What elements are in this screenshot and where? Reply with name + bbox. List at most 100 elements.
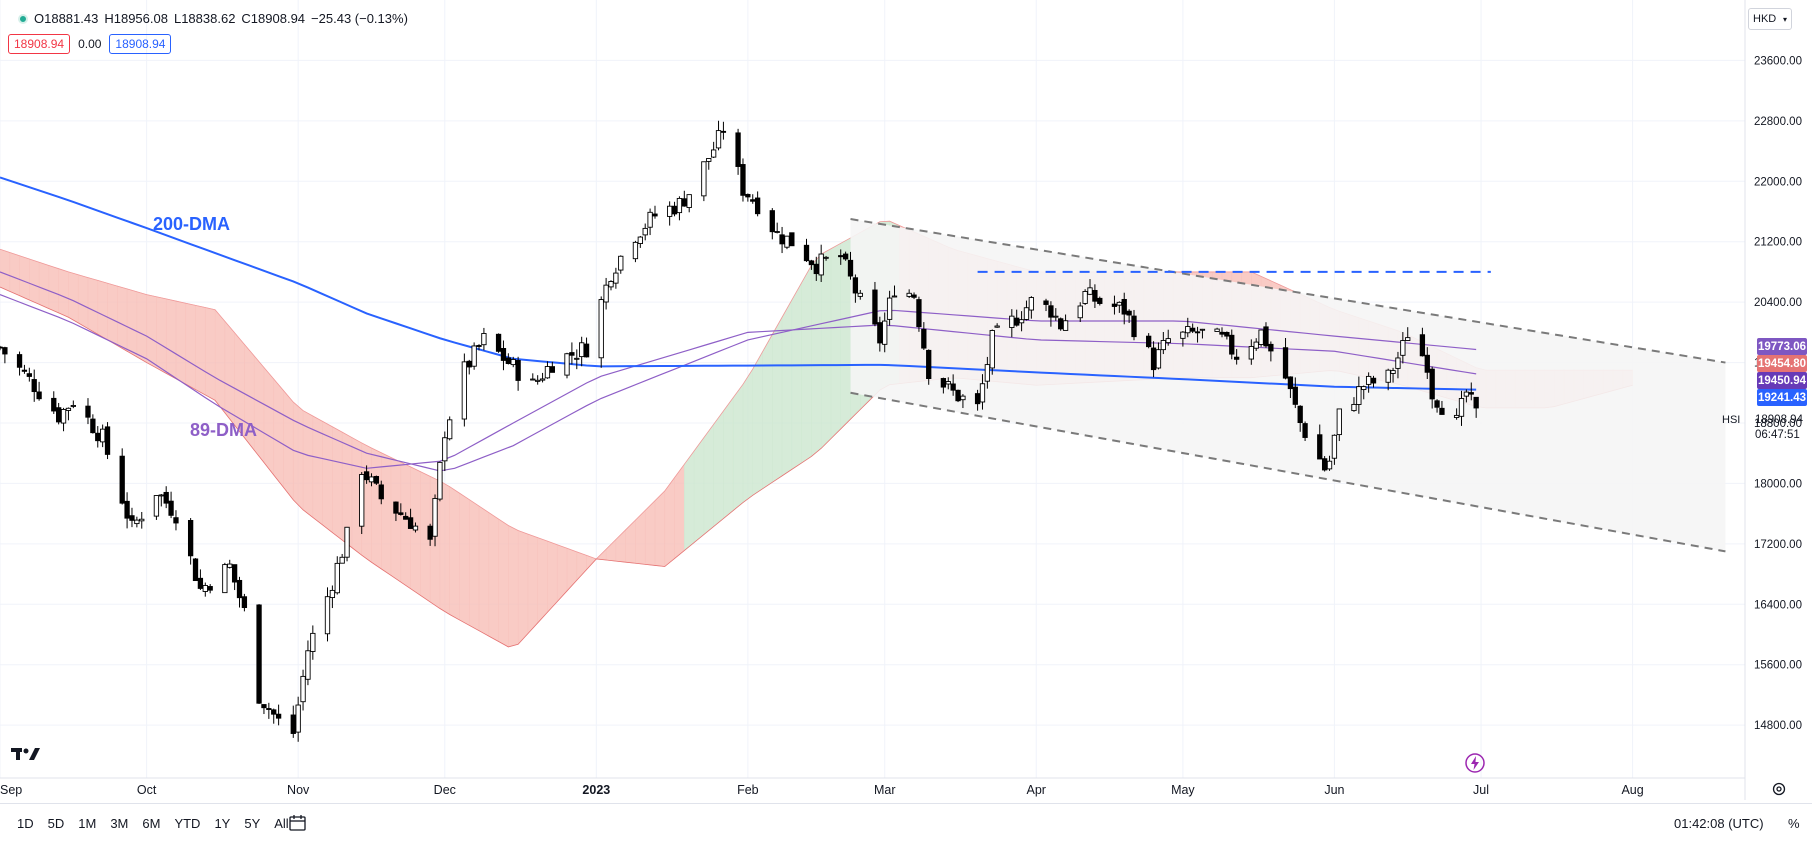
x-tick-label: Jul — [1473, 783, 1489, 797]
candle-body — [774, 231, 780, 233]
candle-body — [1185, 326, 1191, 334]
candle-body — [583, 343, 590, 358]
candle-body — [740, 164, 746, 196]
range-button-3m[interactable]: 3M — [110, 816, 129, 831]
replay-lightning-icon[interactable] — [1464, 752, 1486, 774]
legend-low: L18838.62 — [173, 11, 236, 26]
candle-body — [363, 471, 370, 481]
range-button-1m[interactable]: 1M — [78, 816, 97, 831]
currency-selector[interactable]: HKD ▾ — [1748, 8, 1792, 30]
candle-body — [750, 199, 756, 202]
candle-body — [466, 360, 472, 368]
legend-open: O18881.43 — [34, 11, 99, 26]
percent-scale-toggle[interactable]: % — [1788, 816, 1800, 831]
x-tick-label: 2023 — [582, 783, 610, 797]
candle-body — [197, 577, 204, 589]
y-tick-label: 21200.00 — [1754, 237, 1802, 249]
candle-body — [207, 586, 213, 591]
cloud-segment — [664, 476, 675, 568]
candle-body — [275, 713, 282, 719]
cloud-segment — [644, 499, 656, 566]
cloud-segment — [97, 280, 108, 341]
candle-body — [823, 256, 829, 259]
candle-body — [608, 281, 614, 288]
range-button-5y[interactable]: 5Y — [244, 816, 261, 831]
candle-body — [911, 294, 917, 298]
cloud-segment — [146, 294, 157, 369]
cloud-segment — [508, 525, 519, 648]
range-button-1d[interactable]: 1D — [17, 816, 34, 831]
cloud-segment — [380, 452, 392, 577]
candle-body — [56, 407, 62, 423]
candle-body — [803, 244, 810, 262]
candle-body — [447, 419, 453, 440]
candle-body — [945, 381, 951, 385]
candle-body — [598, 299, 604, 359]
range-button-1y[interactable]: 1Y — [214, 816, 231, 831]
cloud-segment — [723, 396, 734, 520]
candle-body — [1077, 305, 1083, 319]
range-button-5d[interactable]: 5D — [47, 816, 65, 831]
range-button-ytd[interactable]: YTD — [174, 816, 201, 831]
candle-body — [295, 704, 301, 733]
candle-body — [412, 525, 419, 531]
candle-body — [256, 604, 262, 704]
cloud-segment — [292, 401, 304, 511]
candle-body — [129, 515, 135, 521]
candle-body — [1287, 376, 1294, 390]
range-button-all[interactable]: All — [274, 816, 289, 831]
candle-body — [168, 500, 174, 516]
candle-body — [1180, 331, 1186, 339]
candle-body — [960, 395, 966, 401]
candle-body — [1014, 317, 1020, 326]
currency-label: HKD — [1753, 13, 1777, 25]
gear-icon[interactable] — [1771, 781, 1787, 797]
calendar-icon[interactable] — [288, 814, 308, 832]
candle-body — [1121, 298, 1127, 315]
value-plain: 0.00 — [78, 37, 102, 51]
candle-body — [1331, 434, 1338, 459]
market-status-icon — [18, 13, 28, 24]
tradingview-logo-icon[interactable] — [11, 746, 43, 762]
cloud-segment — [752, 350, 763, 496]
cloud-segment — [68, 271, 79, 324]
candle-body — [955, 389, 961, 402]
candle-body — [720, 130, 727, 133]
x-tick-label: Feb — [737, 783, 759, 797]
candle-body — [139, 518, 145, 522]
candle-body — [735, 132, 741, 167]
candle-body — [1400, 340, 1406, 356]
ma-200-line — [0, 176, 1477, 391]
candle-body — [1473, 396, 1479, 409]
candle-body — [706, 158, 712, 162]
candle-body — [65, 407, 72, 411]
y-tick-label: 15600.00 — [1754, 660, 1802, 672]
cloud-segment — [126, 288, 138, 358]
range-button-6m[interactable]: 6M — [142, 816, 161, 831]
candle-body — [202, 585, 208, 592]
candle-body — [701, 161, 707, 197]
candle-body — [1194, 331, 1201, 334]
candle-body — [1258, 329, 1264, 345]
symbol-label: HSI — [1722, 414, 1741, 426]
value-box-red[interactable]: 18908.94 — [8, 34, 71, 54]
cloud-segment — [830, 242, 842, 440]
candle-body — [70, 405, 76, 407]
candle-body — [36, 391, 42, 400]
cloud-segment — [498, 518, 509, 648]
x-tick-label: Mar — [874, 783, 896, 797]
candle-body — [505, 357, 511, 364]
candle-body — [940, 378, 947, 388]
candle-body — [544, 366, 551, 379]
candle-body — [1424, 354, 1430, 373]
candle-body — [1155, 349, 1162, 369]
candle-body — [1268, 343, 1274, 352]
value-box-blue[interactable]: 18908.94 — [109, 34, 172, 54]
candle-body — [95, 432, 101, 442]
utc-clock[interactable]: 01:42:08 (UTC) — [1674, 816, 1764, 831]
cloud-segment — [29, 258, 40, 305]
candle-body — [613, 272, 619, 284]
candle-body — [1405, 337, 1411, 341]
annotation-89-dma: 89-DMA — [190, 420, 257, 440]
